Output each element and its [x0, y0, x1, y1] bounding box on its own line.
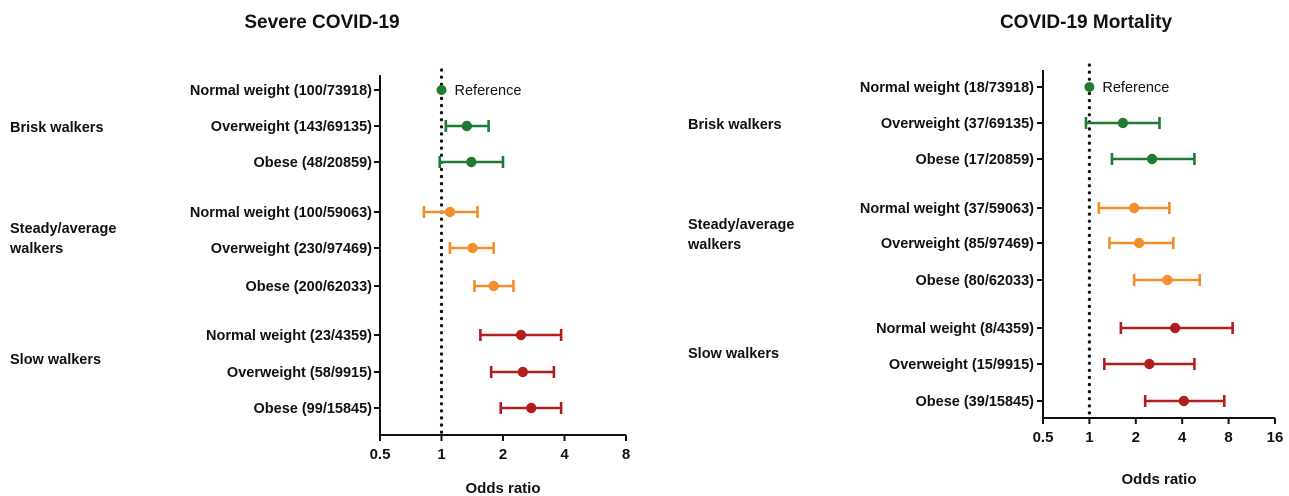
odds-ratio-point — [466, 156, 477, 168]
odds-ratio-point — [1169, 322, 1181, 334]
row-label: Normal weight (37/59063) — [860, 201, 1034, 217]
reference-annotation: Reference — [455, 83, 522, 99]
row-label: Overweight (58/9915) — [227, 365, 372, 381]
severe-covid-panel: Severe COVID-19 0.5 1 2 4 8 Odds ratio Brisk wa… — [9, 12, 630, 496]
row-label: Obese (200/62033) — [245, 279, 372, 295]
mortality-panel: COVID-19 Mortality 0.5 1 2 4 8 16 Odds ratio Bri… — [687, 12, 1283, 488]
x-tick-label: 8 — [622, 446, 630, 463]
x-tick-label: 2 — [499, 446, 507, 463]
odds-ratio-point — [1162, 274, 1173, 286]
odds-ratio-point — [488, 280, 499, 292]
odds-ratio-point — [515, 329, 527, 341]
row-label: Obese (48/20859) — [254, 155, 373, 171]
group-label: Brisk walkers — [688, 117, 782, 133]
row-label: Normal weight (8/4359) — [876, 321, 1034, 337]
odds-ratio-point — [467, 242, 478, 254]
group-label: Slow walkers — [10, 352, 101, 368]
group-label: Brisk walkers — [10, 120, 104, 136]
odds-ratio-point — [1128, 202, 1140, 214]
x-tick-label: 8 — [1224, 429, 1232, 446]
x-tick-label: 4 — [1178, 429, 1187, 446]
x-tick-label: 0.5 — [1033, 429, 1054, 446]
odds-ratio-point — [1146, 153, 1158, 165]
reference-point — [436, 85, 447, 95]
x-tick-label: 2 — [1132, 429, 1140, 446]
group-label: Steady/average walkers — [9, 221, 116, 257]
reference-annotation: Reference — [1102, 80, 1169, 96]
row-label: Overweight (37/69135) — [881, 116, 1034, 132]
row-label: Obese (99/15845) — [254, 401, 373, 417]
x-tick-label: 16 — [1267, 429, 1284, 446]
odds-ratio-point — [1178, 395, 1190, 407]
row-label: Overweight (143/69135) — [211, 119, 372, 135]
chart-title: COVID-19 Mortality — [1000, 12, 1173, 33]
reference-point — [1084, 82, 1095, 92]
odds-ratio-point — [1133, 237, 1145, 249]
group-label: Steady/average walkers — [687, 217, 794, 253]
x-tick-label: 0.5 — [370, 446, 391, 463]
odds-ratio-point — [517, 366, 528, 378]
odds-ratio-point — [526, 402, 537, 414]
x-axis-label: Odds ratio — [465, 480, 540, 496]
x-tick-label: 4 — [560, 446, 569, 463]
row-label: Normal weight (100/73918) — [190, 83, 372, 99]
row-label: Overweight (15/9915) — [889, 357, 1034, 373]
odds-ratio-point — [461, 120, 473, 132]
odds-ratio-point — [1117, 117, 1129, 129]
row-label: Normal weight (100/59063) — [190, 205, 372, 221]
row-label: Overweight (85/97469) — [881, 236, 1034, 252]
row-label: Normal weight (18/73918) — [860, 80, 1034, 96]
row-label: Overweight (230/97469) — [211, 241, 372, 257]
row-label: Normal weight (23/4359) — [206, 328, 372, 344]
odds-ratio-point — [1144, 358, 1155, 370]
x-tick-label: 1 — [1085, 429, 1093, 446]
x-tick-label: 1 — [437, 446, 445, 463]
chart-title: Severe COVID-19 — [244, 12, 399, 33]
row-label: Obese (17/20859) — [916, 152, 1035, 168]
row-label: Obese (39/15845) — [916, 394, 1035, 410]
odds-ratio-point — [444, 206, 456, 218]
group-label: Slow walkers — [688, 346, 779, 362]
x-axis-label: Odds ratio — [1121, 471, 1196, 488]
row-label: Obese (80/62033) — [916, 273, 1035, 289]
